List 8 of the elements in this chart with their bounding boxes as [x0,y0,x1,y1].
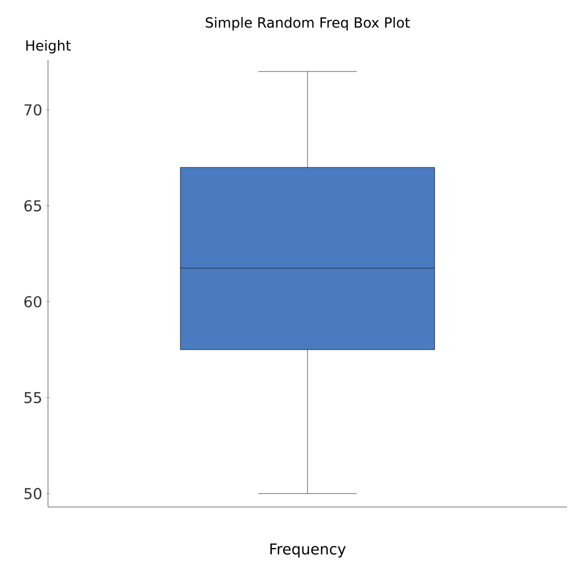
chart-title: Simple Random Freq Box Plot [206,17,410,30]
y-axis-title: Height [26,40,71,54]
y-tick-label: 50 [24,488,42,500]
x-axis-title: Frequency [270,544,346,558]
y-tick-label: 70 [24,104,42,116]
y-tick-label: 60 [24,296,42,308]
y-tick-label: 65 [24,200,42,212]
y-tick-label: 55 [24,392,42,404]
